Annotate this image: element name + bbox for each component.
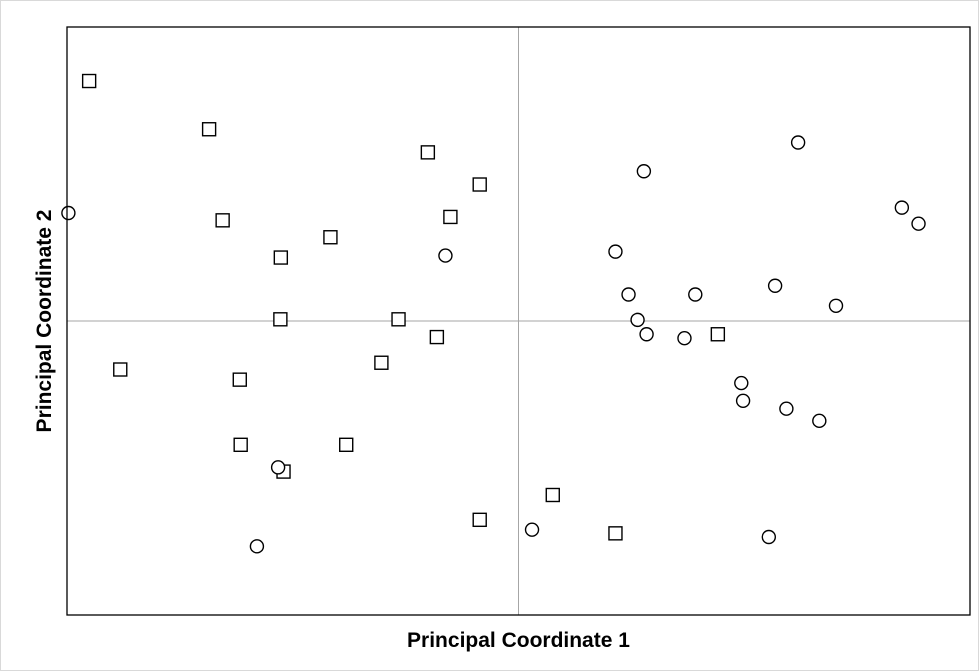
square-point-6 bbox=[323, 230, 338, 245]
circle-point-23 bbox=[249, 539, 265, 554]
square-point-14 bbox=[233, 437, 248, 452]
x-axis-title: Principal Coordinate 1 bbox=[407, 629, 630, 652]
circle-point-8 bbox=[608, 244, 623, 259]
circle-point-1 bbox=[636, 164, 652, 179]
circle-point-3 bbox=[911, 216, 926, 231]
circle-point-2 bbox=[894, 200, 910, 215]
circle-point-14 bbox=[639, 327, 654, 342]
square-point-8 bbox=[273, 312, 288, 327]
square-point-17 bbox=[545, 487, 560, 503]
circle-point-15 bbox=[677, 331, 692, 346]
circle-point-7 bbox=[438, 248, 453, 263]
circle-point-17 bbox=[735, 393, 751, 409]
circle-point-21 bbox=[524, 522, 540, 537]
square-point-10 bbox=[429, 329, 445, 345]
circle-point-0 bbox=[790, 135, 806, 150]
square-point-3 bbox=[472, 177, 487, 192]
square-point-19 bbox=[608, 526, 623, 541]
square-point-11 bbox=[374, 355, 389, 370]
square-point-0 bbox=[81, 73, 97, 89]
circle-point-12 bbox=[828, 298, 844, 313]
square-point-18 bbox=[472, 512, 487, 528]
circle-point-6 bbox=[61, 205, 76, 221]
circle-point-9 bbox=[767, 278, 783, 293]
square-point-7 bbox=[273, 250, 289, 265]
square-point-4 bbox=[215, 213, 230, 228]
square-point-5 bbox=[443, 209, 458, 225]
circle-point-11 bbox=[688, 287, 703, 302]
square-point-9 bbox=[391, 312, 406, 327]
square-point-13 bbox=[232, 372, 247, 387]
zero-lines bbox=[67, 27, 970, 615]
circle-point-13 bbox=[630, 312, 645, 328]
circle-point-19 bbox=[812, 413, 827, 429]
circle-point-10 bbox=[621, 287, 636, 302]
square-point-20 bbox=[710, 327, 726, 342]
circle-point-22 bbox=[761, 529, 777, 545]
y-axis-title: Principal Coordinate 2 bbox=[33, 210, 56, 433]
plot-frame bbox=[66, 26, 971, 616]
circle-point-16 bbox=[734, 375, 749, 391]
square-point-15 bbox=[339, 437, 354, 452]
circle-point-20 bbox=[270, 460, 286, 475]
square-point-12 bbox=[113, 362, 128, 377]
square-point-2 bbox=[420, 145, 436, 160]
markers-layer bbox=[61, 73, 926, 554]
circle-point-18 bbox=[779, 401, 794, 416]
square-point-1 bbox=[201, 122, 217, 137]
